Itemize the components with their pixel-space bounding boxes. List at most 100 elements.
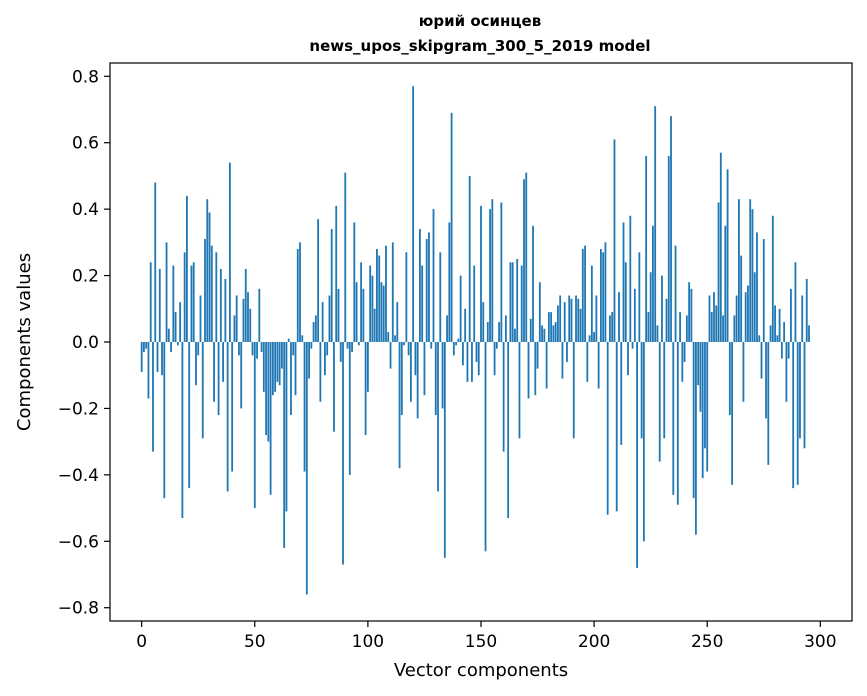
bar — [679, 312, 681, 342]
bar — [366, 342, 369, 392]
bar — [188, 342, 191, 489]
bar — [774, 305, 776, 342]
bar — [796, 342, 799, 485]
bar — [176, 342, 179, 346]
bar — [391, 242, 394, 342]
bar — [790, 288, 792, 342]
bar — [244, 268, 247, 342]
bar — [785, 342, 788, 402]
bar — [421, 265, 424, 342]
bar — [758, 335, 761, 342]
bar — [491, 199, 494, 342]
bar — [525, 172, 528, 342]
bar — [690, 288, 693, 342]
bar — [262, 342, 265, 392]
bar — [604, 242, 607, 342]
bar — [351, 342, 353, 352]
bar — [403, 342, 405, 346]
bar — [620, 342, 623, 445]
bar — [771, 215, 774, 342]
bar — [498, 322, 500, 342]
bar — [543, 328, 546, 342]
bar — [228, 162, 231, 342]
bar — [140, 342, 143, 372]
bar — [722, 315, 724, 342]
bar — [541, 325, 543, 342]
bar — [728, 342, 731, 416]
bar — [414, 342, 417, 376]
bar — [256, 342, 258, 359]
bar — [265, 342, 267, 435]
bar — [206, 199, 209, 342]
bar — [335, 205, 338, 342]
bar — [747, 285, 749, 342]
bar — [154, 182, 157, 342]
y-tick-label: −0.4 — [58, 466, 99, 486]
y-tick-label: 0.4 — [72, 200, 99, 220]
chart-subtitle: news_upos_skipgram_300_5_2019 model — [309, 37, 650, 55]
bar — [742, 342, 745, 402]
bar — [799, 342, 801, 439]
bar — [493, 342, 496, 376]
bar — [484, 342, 487, 552]
bar — [699, 342, 702, 412]
bar — [213, 342, 215, 402]
bar — [685, 315, 688, 342]
x-tick-label: 100 — [352, 632, 384, 652]
bar — [656, 325, 659, 342]
bar — [554, 322, 557, 342]
bar — [317, 219, 320, 342]
chart-title: юрий осинцев — [419, 12, 541, 30]
bar — [509, 262, 512, 342]
bar — [344, 172, 347, 342]
x-tick-label: 50 — [244, 632, 266, 652]
bar — [267, 342, 270, 442]
bar — [287, 338, 290, 342]
bar — [163, 342, 166, 499]
bar — [380, 282, 383, 342]
bar — [765, 342, 767, 419]
bar — [486, 322, 489, 342]
bar — [586, 342, 589, 382]
bar — [640, 342, 643, 439]
bar — [557, 305, 559, 342]
bar — [532, 225, 534, 342]
bar — [731, 342, 734, 485]
bar — [658, 342, 661, 462]
bar — [566, 342, 568, 362]
bar — [622, 222, 625, 342]
bar — [631, 342, 634, 349]
bar — [767, 342, 770, 465]
x-axis-ticks: 0 50 100 150 200 250 300 — [136, 621, 837, 652]
bar — [466, 342, 469, 382]
bar — [611, 312, 614, 342]
bar — [299, 242, 301, 342]
bar — [545, 342, 548, 389]
bar — [428, 232, 430, 342]
bar — [283, 342, 286, 548]
bar — [760, 342, 763, 379]
bar — [645, 156, 648, 342]
bar — [147, 342, 150, 399]
bar — [346, 342, 349, 349]
bar — [672, 342, 675, 495]
bar — [339, 342, 342, 362]
bar — [649, 272, 652, 342]
bar — [697, 342, 700, 386]
bar — [405, 252, 408, 342]
bar — [726, 169, 729, 342]
bar — [595, 295, 598, 342]
bar — [783, 322, 786, 342]
bar — [683, 342, 686, 362]
bar — [652, 225, 654, 342]
bar — [780, 342, 783, 359]
bar — [803, 342, 806, 449]
bar — [523, 179, 525, 342]
bar — [606, 342, 609, 515]
bar — [360, 262, 363, 342]
y-axis-label: Components values — [14, 253, 35, 431]
bar — [249, 308, 252, 342]
y-tick-label: −0.8 — [58, 599, 99, 619]
bar — [217, 342, 220, 416]
bar — [762, 239, 765, 342]
